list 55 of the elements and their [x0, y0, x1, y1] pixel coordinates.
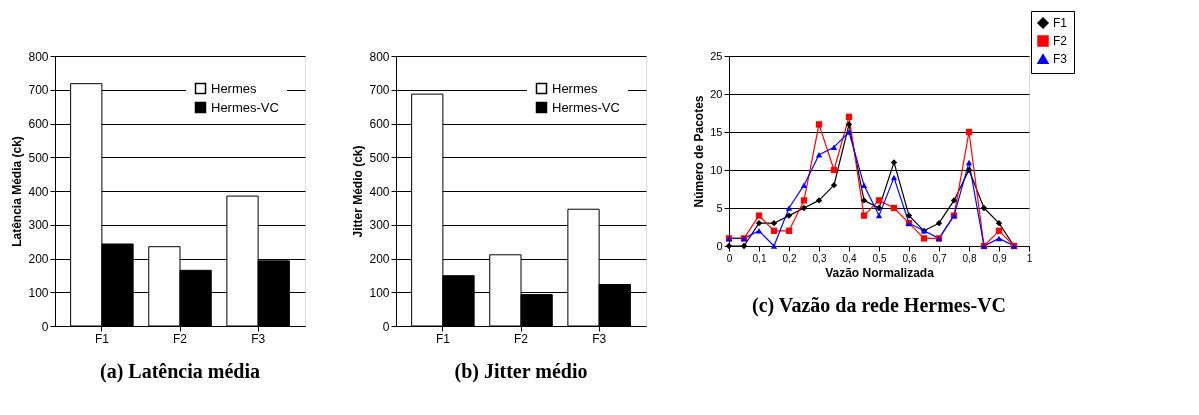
- x-tick-label: F2: [513, 331, 529, 346]
- legend-label: Hermes: [552, 80, 599, 96]
- legend-label: F3: [1053, 52, 1068, 66]
- x-tick-label: 0,6: [902, 252, 917, 264]
- y-tick-label: 700: [369, 83, 390, 98]
- x-tick-label: 0,9: [992, 252, 1007, 264]
- y-tick-label: 600: [369, 117, 390, 131]
- y-tick-label: 700: [28, 83, 49, 98]
- text: (b) Jitter médio: [454, 360, 588, 383]
- y-tick-label: 200: [369, 252, 390, 266]
- y-tick-label: 10: [710, 163, 723, 176]
- y-axis-title: Número de Pacotes: [692, 95, 707, 208]
- y-tick-label: 300: [28, 218, 49, 233]
- x-axis-title: Vazão Normalizada: [825, 265, 935, 280]
- x-tick-label: 0,4: [842, 252, 857, 264]
- y-tick-label: 400: [28, 184, 49, 199]
- y-tick-label: 800: [28, 49, 49, 64]
- y-tick-label: 500: [369, 150, 390, 165]
- legend-label: Hermes-VC: [552, 99, 620, 115]
- y-tick-label: 100: [28, 285, 49, 300]
- x-tick-label: 0,1: [752, 252, 767, 264]
- legend-label: F2: [1053, 34, 1068, 48]
- y-tick-label: 100: [369, 285, 390, 300]
- y-axis-title: Latência Média (ck): [10, 136, 25, 247]
- y-tick-label: 20: [710, 87, 723, 100]
- text: (a) Latência média: [100, 360, 260, 383]
- y-tick-label: 15: [710, 125, 723, 138]
- x-tick-label: 0,2: [782, 252, 797, 264]
- legend-label: Hermes-VC: [211, 99, 279, 115]
- legend-label: Hermes: [211, 80, 258, 96]
- x-tick-label: 0,7: [932, 252, 947, 264]
- x-tick-label: F1: [435, 331, 451, 346]
- x-tick-label: 0,8: [962, 252, 977, 264]
- x-tick-label: 1: [1026, 252, 1033, 264]
- x-tick-label: 0: [726, 252, 733, 264]
- y-tick-label: 500: [28, 150, 49, 165]
- x-tick-label: F1: [94, 331, 110, 346]
- y-tick-label: 600: [28, 117, 49, 131]
- y-tick-label: 300: [369, 218, 390, 233]
- y-tick-label: 200: [28, 252, 49, 266]
- y-tick-label: 0: [382, 319, 390, 334]
- y-axis-title: Jitter Médio (ck): [351, 145, 366, 238]
- x-tick-label: 0,5: [872, 252, 887, 264]
- x-tick-label: F3: [251, 331, 266, 346]
- y-tick-label: 400: [369, 184, 390, 199]
- x-tick-label: F2: [172, 331, 188, 346]
- legend-label: F1: [1053, 16, 1068, 30]
- x-tick-label: F3: [592, 331, 607, 346]
- y-tick-label: 5: [716, 201, 723, 214]
- text: (c) Vazão da rede Hermes-VC: [751, 294, 1007, 317]
- y-tick-label: 800: [369, 49, 390, 64]
- y-tick-label: 25: [710, 49, 723, 62]
- y-tick-label: 0: [41, 319, 49, 334]
- x-tick-label: 0,3: [812, 252, 827, 264]
- y-tick-label: 0: [716, 239, 723, 252]
